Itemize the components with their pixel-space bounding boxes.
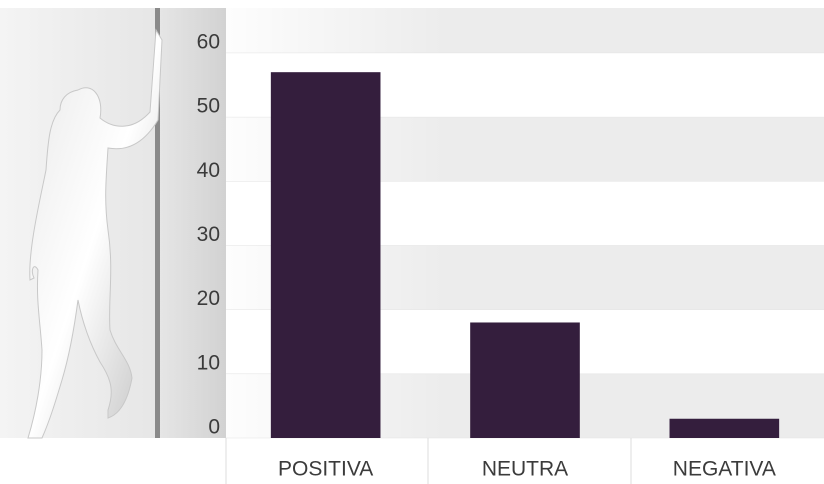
y-tick-label: 0 [208,416,220,439]
x-tick-label: NEUTRA [482,458,568,481]
separators [225,438,632,484]
y-tick-label: 10 [197,351,220,374]
x-tick-label: NEGATIVA [673,458,776,481]
x-tick-label: POSITIVA [278,458,373,481]
y-tick-label: 20 [197,287,220,310]
y-tick-label: 60 [197,30,220,53]
y-tick-label: 50 [197,95,220,118]
bar [669,418,780,438]
y-tick-label: 40 [197,159,220,182]
silhouette [27,28,163,439]
bar [470,322,580,438]
y-tick-label: 30 [197,223,220,246]
bar [270,72,381,438]
pole [155,8,160,438]
